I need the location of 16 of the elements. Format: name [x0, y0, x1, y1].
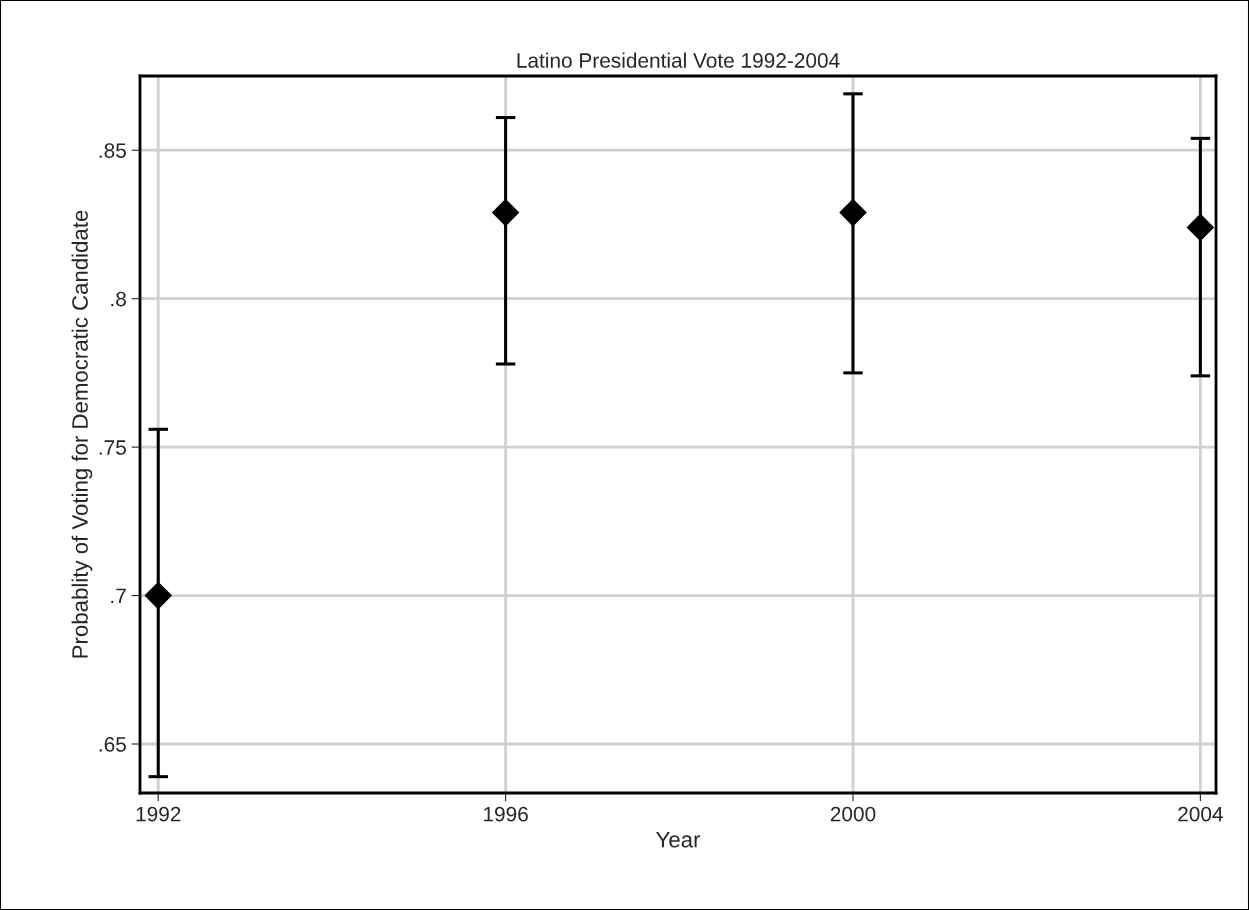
x-tick-label: 2000: [830, 806, 876, 822]
point: [1186, 213, 1214, 241]
y-tick-label: .65: [99, 737, 126, 752]
point: [144, 582, 172, 610]
point: [492, 199, 520, 227]
y-axis-title: Probablity of Voting for Democratic Candidate: [71, 210, 93, 658]
chart-title: Latino Presidential Vote 1992-2004: [517, 52, 840, 68]
x-tick-label: 2004: [1178, 806, 1223, 822]
y-tick-label: .8: [111, 291, 126, 307]
y-tick-label: .85: [99, 143, 126, 158]
x-tick-label: 1992: [136, 806, 181, 822]
x-tick-label: 1996: [484, 806, 528, 822]
y-tick-label: .7: [111, 588, 126, 604]
x-axis-title: Year: [656, 831, 701, 848]
y-tick-label: .75: [99, 440, 126, 455]
point: [839, 199, 867, 227]
